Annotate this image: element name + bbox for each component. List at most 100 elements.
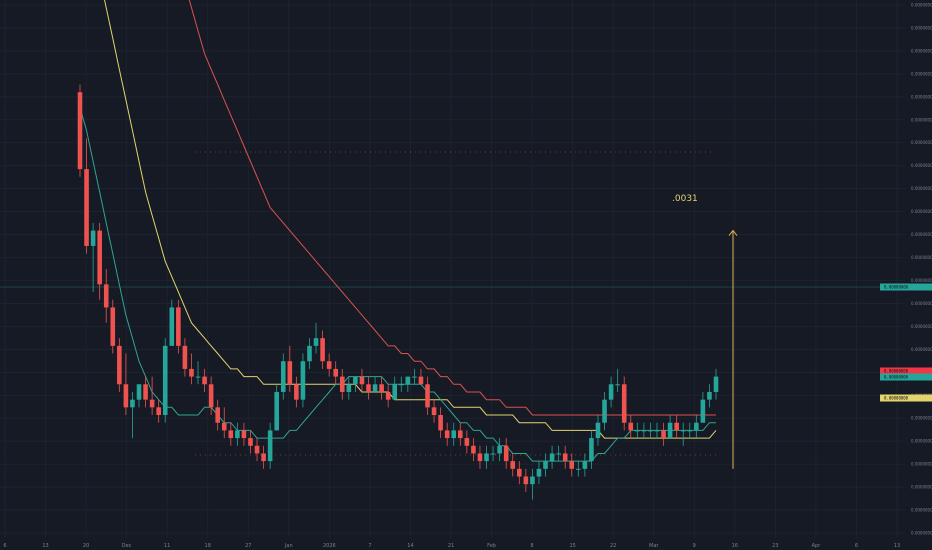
candle-body xyxy=(202,376,207,385)
candle-body xyxy=(576,468,581,470)
candle-body xyxy=(294,384,299,400)
candle-body xyxy=(510,461,516,469)
candle-body xyxy=(84,169,89,246)
time-tick-label: 13 xyxy=(894,543,900,549)
price-tick-label: 0.00000000 xyxy=(911,232,932,237)
candle-body xyxy=(569,461,575,469)
candle-body xyxy=(438,415,443,431)
time-tick-label: 27 xyxy=(245,543,251,549)
candle-body xyxy=(694,422,699,431)
candle-body xyxy=(398,384,404,386)
time-tick-label: 15 xyxy=(569,543,575,549)
candle-body xyxy=(385,391,391,400)
time-tick-label: 22 xyxy=(610,543,616,549)
candle-body xyxy=(372,384,378,392)
price-axis[interactable]: 0.00000000 0.00000000 0.00000000 0.00000000… xyxy=(911,3,932,536)
price-tag-label: 0.00000000 xyxy=(884,369,909,374)
candle-body xyxy=(123,384,129,408)
candle-body xyxy=(307,345,312,362)
candle-body xyxy=(595,422,601,439)
candle-body xyxy=(425,384,430,408)
candle-body xyxy=(556,453,561,455)
candle-body xyxy=(162,345,168,416)
candle-body xyxy=(451,430,457,439)
candle-body xyxy=(707,391,712,400)
price-tag-label: 0.00000000 xyxy=(884,375,909,380)
price-tick-label: 0.00000000 xyxy=(911,140,932,145)
price-tick-label: 0.00000000 xyxy=(911,71,932,76)
candle-body xyxy=(687,430,693,432)
candle-body xyxy=(117,345,122,385)
time-tick-label: Mar xyxy=(649,543,659,549)
candle-body xyxy=(536,468,542,477)
candle-body xyxy=(320,338,325,362)
candle-body xyxy=(143,384,148,400)
candle-body xyxy=(169,307,175,346)
grid xyxy=(0,0,905,538)
price-tick-label: 0.00000000 xyxy=(911,324,932,329)
time-tick-label: Jan xyxy=(284,543,293,549)
time-tick-label: 2026 xyxy=(323,543,336,549)
price-tick-label: 0.00000000 xyxy=(911,485,932,490)
candle-body xyxy=(248,438,253,446)
time-tick-label: 13 xyxy=(42,543,48,549)
candle-body xyxy=(254,445,260,454)
candle-body xyxy=(326,361,332,369)
candle-body xyxy=(405,376,411,385)
candle-body xyxy=(471,445,476,454)
candle-body xyxy=(549,453,555,462)
time-tick-label: 6 xyxy=(855,543,858,549)
candle-body xyxy=(635,430,640,432)
candle-body xyxy=(477,453,483,462)
time-tick-label: Dec xyxy=(122,543,132,549)
candles xyxy=(77,84,719,500)
time-tick-label: 23 xyxy=(772,543,778,549)
time-tick-label: 14 xyxy=(407,543,413,549)
candle-body xyxy=(392,384,398,400)
time-tick-label: 21 xyxy=(448,543,454,549)
candle-body xyxy=(530,476,535,485)
candle-body xyxy=(136,384,142,400)
price-tag xyxy=(880,367,932,375)
sma-mid-line xyxy=(104,0,717,439)
time-tick-label: 9 xyxy=(693,543,696,549)
candle-body xyxy=(713,376,719,392)
price-tag-label: 0.00000000 xyxy=(884,396,909,401)
candle-body xyxy=(77,92,83,170)
candle-body xyxy=(615,384,620,386)
price-tick-label: 0.00000000 xyxy=(911,278,932,283)
candle-body xyxy=(431,407,437,416)
time-axis[interactable]: 6 13 20 Dec 11 18 27 Jan 2026 7 14 21 Feb 8 15 22 Mar 9 16… xyxy=(3,543,900,549)
candle-body xyxy=(503,445,509,462)
candle-body xyxy=(221,422,227,431)
time-tick-label: 18 xyxy=(205,543,211,549)
candle-body xyxy=(608,384,614,400)
candle-body xyxy=(359,376,365,385)
candle-body xyxy=(661,430,666,439)
candle-body xyxy=(457,430,463,439)
candle-body xyxy=(235,430,240,439)
target-arrow xyxy=(728,229,738,469)
candle-body xyxy=(602,399,607,423)
candle-body xyxy=(339,376,345,392)
candle-body xyxy=(464,438,470,446)
candle-body xyxy=(648,430,653,432)
candle-body xyxy=(700,399,706,423)
candle-body xyxy=(97,230,102,285)
price-tick-label: 0.00000000 xyxy=(911,462,932,467)
candle-body xyxy=(562,453,568,462)
time-tick-label: 6 xyxy=(3,543,6,549)
candle-body xyxy=(418,376,424,385)
candle-body xyxy=(589,438,594,462)
candle-body xyxy=(287,361,293,385)
price-tick-label: 0.00000000 xyxy=(911,48,932,53)
candle-body xyxy=(90,230,96,246)
candle-body xyxy=(333,368,339,377)
candle-body xyxy=(110,307,116,346)
candle-body xyxy=(274,391,279,431)
price-tick-label: 0.00000000 xyxy=(911,163,932,168)
time-tick-label: 20 xyxy=(83,543,89,549)
candle-body xyxy=(215,407,220,423)
